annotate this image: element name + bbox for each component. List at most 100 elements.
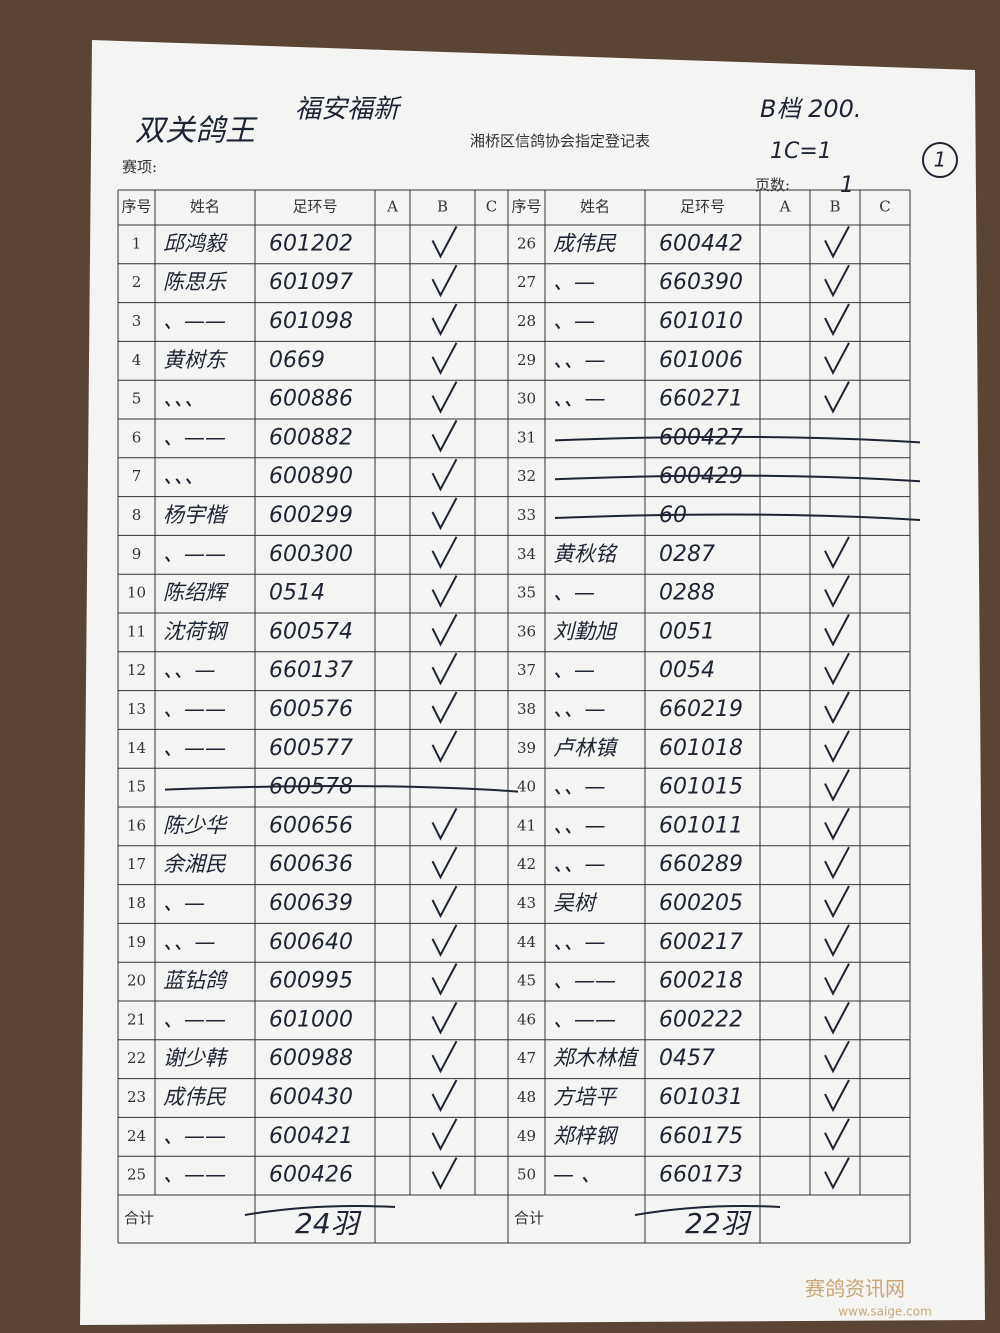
owner-name: 吴树: [553, 891, 598, 915]
ring-number: 600656: [269, 813, 353, 838]
ring-number: 600577: [269, 736, 353, 761]
owner-name: 邱鸿毅: [163, 231, 228, 255]
ring-number: 0457: [659, 1046, 715, 1071]
owner-name: 杨宇楷: [163, 503, 229, 527]
ring-number: 600882: [269, 425, 353, 450]
ring-number: 601006: [659, 348, 743, 373]
row-number: 17: [127, 855, 146, 873]
owner-name: 郑梓钢: [553, 1124, 619, 1148]
row-number: 16: [127, 816, 146, 834]
ring-number: 600205: [659, 891, 743, 916]
check-b: [431, 381, 458, 414]
owner-name: 、、—: [553, 775, 606, 799]
row-number: 45: [517, 972, 536, 990]
ring-number: 600217: [659, 930, 743, 955]
owner-name: 、、—: [553, 348, 606, 372]
ring-number: 601098: [269, 309, 353, 334]
check-b: [824, 963, 850, 996]
row-number: 15: [127, 778, 146, 796]
owner-name: 成伟民: [553, 231, 617, 255]
ring-number: 600639: [269, 891, 353, 916]
row-number: 37: [517, 661, 536, 679]
row-number: 49: [517, 1127, 536, 1145]
column-header: 姓名: [190, 198, 220, 216]
row-number: 20: [127, 972, 146, 990]
owner-name: 、——: [163, 542, 226, 566]
watermark-url: www.saige.com: [838, 1305, 932, 1319]
ring-number: 600890: [269, 464, 353, 489]
row-number: 29: [517, 351, 536, 369]
owner-name: 、、—: [553, 387, 606, 411]
ring-number: 600988: [269, 1046, 353, 1071]
row-number: 19: [127, 933, 146, 951]
ring-number: 600442: [659, 231, 743, 256]
check-b: [431, 1001, 458, 1035]
ring-number: 601097: [269, 270, 353, 295]
column-header: C: [486, 198, 497, 216]
ring-number: 601011: [659, 813, 743, 838]
row-number: 9: [132, 545, 142, 563]
check-b: [824, 303, 850, 337]
check-b: [431, 458, 458, 492]
row-number: 43: [517, 894, 536, 912]
check-b: [431, 963, 458, 996]
check-b: [431, 575, 458, 608]
row-number: 47: [517, 1049, 536, 1067]
ring-number: 600430: [269, 1085, 353, 1110]
check-b: [431, 342, 458, 375]
row-number: 22: [127, 1049, 146, 1067]
check-b: [431, 691, 458, 725]
ring-number: 0054: [659, 658, 715, 683]
row-number: 30: [517, 390, 536, 408]
owner-name: 卢林镇: [553, 736, 619, 760]
row-number: 25: [127, 1166, 146, 1184]
row-number: 46: [517, 1010, 536, 1028]
ring-number: 600995: [269, 969, 353, 994]
event-label: 赛项:: [122, 158, 157, 176]
owner-name: 、—: [163, 891, 205, 915]
owner-name: 谢少韩: [163, 1046, 229, 1070]
check-b: [431, 536, 458, 569]
ring-number: 600300: [269, 542, 353, 567]
watermark-name: 赛鸽资讯网: [805, 1277, 905, 1301]
strike: [554, 474, 921, 483]
row-number: 40: [517, 778, 536, 796]
row-number: 12: [127, 661, 146, 679]
row-number: 24: [127, 1127, 146, 1145]
row-number: 39: [517, 739, 536, 757]
check-b: [824, 1040, 850, 1074]
column-header: 序号: [121, 198, 151, 216]
check-b: [824, 652, 850, 686]
row-number: 35: [517, 584, 536, 602]
owner-name: 郑木林植: [553, 1046, 640, 1070]
row-number: 6: [132, 428, 142, 446]
ring-number: 660289: [659, 852, 743, 877]
check-b: [431, 1157, 458, 1190]
owner-name: 陈绍辉: [163, 581, 229, 605]
owner-name: 、——: [163, 1124, 226, 1148]
owner-name: 、——: [553, 1007, 616, 1031]
check-b: [431, 303, 458, 337]
ring-number: 600640: [269, 930, 353, 955]
strike: [554, 513, 921, 521]
check-b: [824, 613, 850, 647]
owner-name: 、——: [163, 1163, 226, 1187]
owner-name: 刘勤旭: [553, 619, 618, 643]
ring-number: 660173: [659, 1163, 743, 1188]
ring-number: 660271: [659, 387, 743, 412]
owner-name: 、——: [553, 969, 616, 993]
check-b: [431, 1079, 458, 1113]
ring-number: 0669: [269, 348, 325, 373]
check-b: [824, 924, 850, 957]
check-b: [824, 1079, 850, 1113]
ring-number: 600636: [269, 852, 353, 877]
row-number: 3: [132, 312, 142, 330]
row-number: 48: [517, 1088, 536, 1106]
check-b: [824, 575, 850, 608]
check-b: [824, 342, 850, 375]
check-b: [431, 846, 458, 880]
check-b: [824, 885, 850, 919]
check-b: [824, 1001, 850, 1035]
